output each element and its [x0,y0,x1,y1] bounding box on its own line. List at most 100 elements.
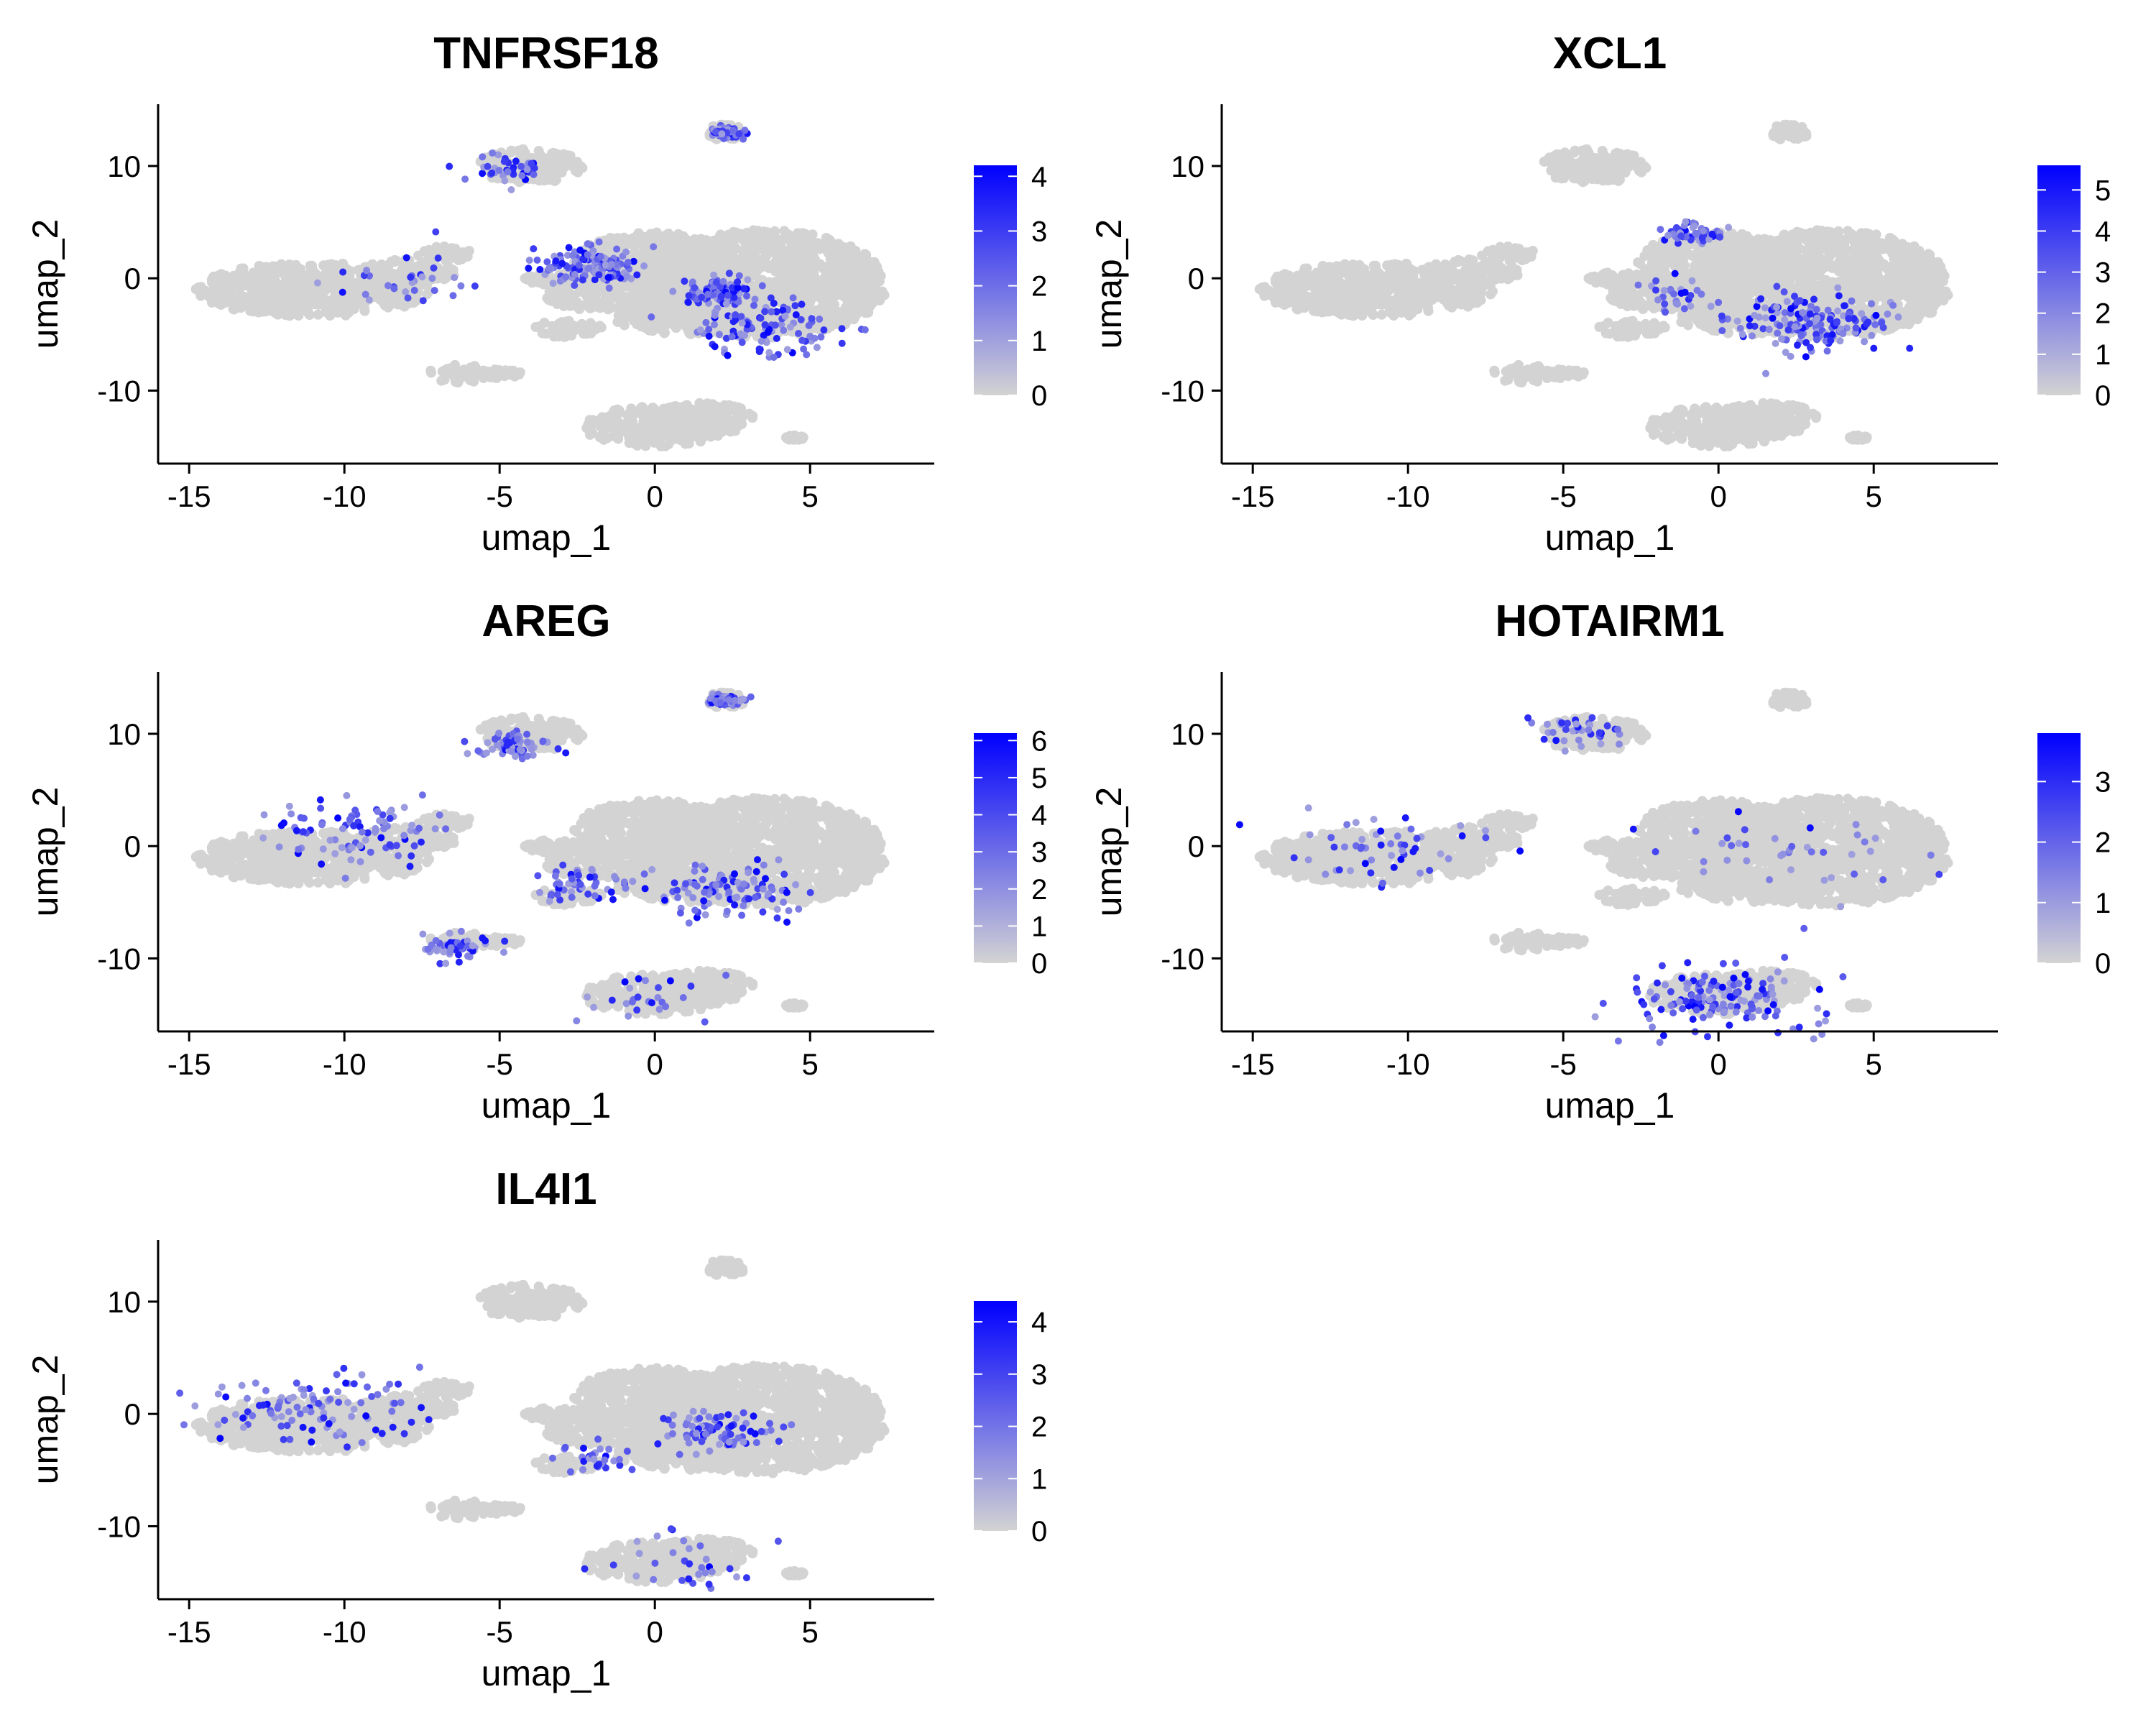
cell-point [780,284,791,295]
expressing-cell-point [729,126,737,134]
cell-point [771,242,782,252]
x-tick-label: 0 [647,479,663,513]
cell-point [637,423,648,434]
cell-point [474,368,484,379]
cell-point [517,144,528,155]
cell-point [1468,268,1478,279]
expressing-cell-point [585,264,593,272]
expressing-cell-point [622,248,630,256]
cell-point [1556,173,1567,184]
cell-point [1445,287,1455,297]
cell-point [377,268,387,279]
expressing-cell-point [791,302,799,310]
cell-point [748,225,759,236]
x-tick-label: 5 [802,479,819,513]
expressing-cell-point [545,264,553,272]
cell-point [213,270,224,281]
cell-point [451,377,461,387]
cell-point [678,433,688,443]
cell-point [383,298,394,308]
expressing-cell-point [817,333,825,341]
cell-point [1618,150,1629,161]
expressing-cell-point [428,275,436,282]
expressing-cell-point [744,276,752,284]
cell-point [282,262,292,272]
cell-point [802,260,813,271]
cell-point [1359,265,1370,276]
cell-point [613,433,624,444]
expressing-cell-point [704,290,711,298]
cell-point [1546,165,1557,176]
expressing-cell-point [410,287,418,294]
cell-point [1372,298,1383,309]
cell-point [594,432,605,443]
expressing-cell-point [533,256,541,264]
cell-point [293,274,304,285]
cell-point [441,256,451,267]
cell-point [527,275,538,286]
cell-point [213,298,224,308]
expressing-cell-point [419,297,427,305]
cell-point [670,426,681,436]
expressing-cell-point [457,282,465,290]
cell-point [1504,256,1515,267]
expressing-cell-point [512,157,520,165]
expressing-cell-point [640,262,648,270]
cell-point [234,295,245,305]
expressing-cell-point [488,169,496,177]
expressing-cell-point [717,293,725,300]
expressing-cell-point [740,285,748,293]
cell-point [415,259,425,270]
x-tick-label: -10 [323,479,367,513]
cell-point [783,254,794,265]
cell-point [1578,165,1589,176]
cell-point [603,304,614,315]
cell-point [635,402,646,413]
cell-point [439,365,450,376]
cell-point [1475,290,1485,300]
expressing-cell-point [604,274,612,281]
expressing-cell-point [595,271,603,279]
cell-point [1298,267,1309,278]
cell-point [737,412,747,423]
expressing-cell-point [771,321,779,329]
cell-point [826,285,837,295]
cell-point [671,279,681,290]
y-tick-label: 0 [124,262,141,295]
expressing-cell-point [528,160,535,167]
cell-point [276,282,287,293]
cell-point [833,275,844,286]
expressing-cell-point [718,130,726,138]
expressing-cell-point [838,325,846,333]
cell-point [770,266,780,277]
cell-point [639,300,649,310]
cell-point [1580,144,1591,155]
expressing-cell-point [549,280,557,288]
expressing-cell-point [861,326,869,334]
expressing-cell-point [710,271,718,279]
expressing-cell-point [339,268,347,276]
cell-point [391,270,402,280]
colorbar-tick-label: 3 [1031,216,1047,247]
cell-point [1526,251,1537,262]
cell-point [1792,134,1803,144]
cell-point [678,252,688,262]
cell-point [1613,175,1623,186]
expressing-cell-point [361,290,369,298]
cell-point [640,267,650,278]
cell-point [307,264,318,275]
cell-point [1314,283,1325,294]
x-tick-label: -15 [167,479,211,513]
expressing-cell-point [696,326,704,334]
cell-point [381,287,392,297]
cell-point [234,286,244,297]
cell-point [1388,310,1399,321]
expressing-cell-point [446,162,453,170]
colorbar-tick-label: 1 [1031,326,1047,357]
cell-point [323,259,333,270]
expressing-cell-point [761,308,769,316]
cell-point [1477,250,1487,261]
